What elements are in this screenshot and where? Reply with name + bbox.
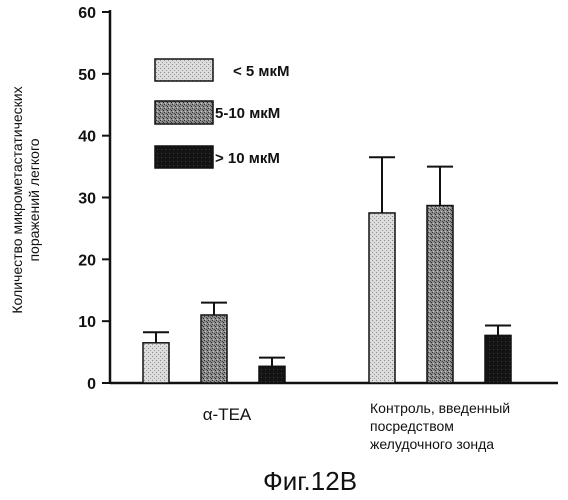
y-axis-title-line: поражений легкого — [26, 138, 42, 261]
y-axis-title-line: Количество микрометастатических — [9, 86, 25, 313]
bar — [427, 206, 453, 383]
y-tick-label: 30 — [78, 191, 96, 208]
category-label-line: посредством — [370, 418, 454, 434]
category-label-line: Контроль, введенный — [370, 400, 510, 416]
category-label-line: желудочного зонда — [370, 436, 494, 452]
y-tick-label: 10 — [78, 314, 96, 331]
y-axis-title: Количество микрометастатическихпоражений… — [9, 86, 42, 313]
legend-swatch — [155, 146, 213, 168]
legend-swatch — [155, 59, 213, 81]
error-bars — [143, 157, 511, 366]
legend-swatch — [155, 101, 213, 124]
y-tick-label: 0 — [87, 376, 96, 393]
bar — [369, 213, 395, 383]
category-label: α-TEA — [203, 405, 252, 424]
y-axis-title-text: Количество микрометастатическихпоражений… — [9, 86, 42, 313]
y-tick-label: 40 — [78, 129, 96, 146]
y-axis-ticks: 0 10 20 30 40 50 60 — [78, 5, 110, 393]
y-tick-label: 50 — [78, 67, 96, 84]
legend-label: > 10 мкМ — [215, 150, 280, 167]
bar — [259, 366, 285, 383]
bars — [143, 206, 511, 383]
legend-label: < 5 мкМ — [233, 63, 290, 80]
x-axis-categories: α-TEA Контроль, введенный посредством желуд… — [203, 400, 510, 452]
figure-caption: Фиг.12B — [263, 466, 357, 496]
bar — [143, 343, 169, 383]
bar — [201, 315, 227, 383]
y-tick-label: 60 — [78, 5, 96, 22]
bar — [485, 335, 511, 383]
y-tick-label: 20 — [78, 252, 96, 269]
category-label: Контроль, введенный посредством желудочног… — [370, 400, 510, 452]
legend-label: 5-10 мкМ — [215, 105, 280, 122]
legend: < 5 мкМ 5-10 мкМ > 10 мкМ — [155, 59, 290, 168]
